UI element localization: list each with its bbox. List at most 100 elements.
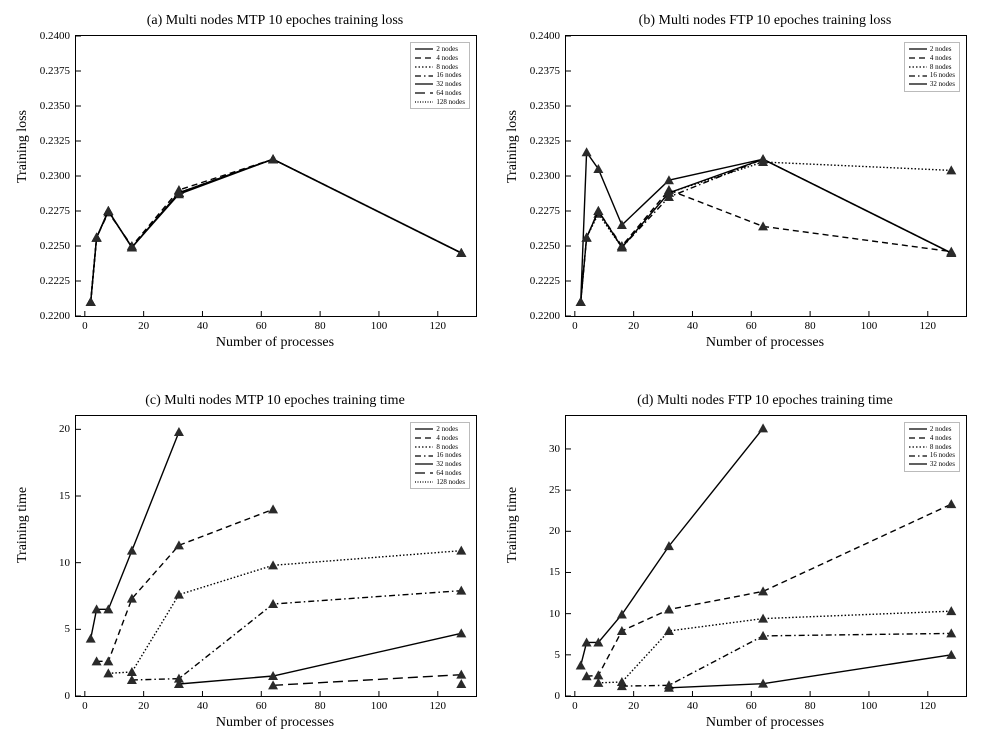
legend-label: 8 nodes [436,443,458,452]
series-marker [664,626,674,635]
series-marker [174,540,184,549]
ytick-label: 10 [510,608,560,620]
panel-a-ylabel: Training loss [15,167,31,183]
ytick-label: 0.2200 [510,310,560,322]
legend-item: 32 nodes [909,80,955,89]
ytick-label: 0.2200 [20,310,70,322]
series-marker [268,560,278,569]
panel-d-title: (d) Multi nodes FTP 10 epoches training … [565,393,965,409]
ytick-label: 15 [510,566,560,578]
ytick-label: 0.2225 [510,275,560,287]
legend-item: 128 nodes [415,478,465,487]
panel-a-legend: 2 nodes4 nodes8 nodes16 nodes32 nodes64 … [410,42,470,109]
legend-label: 2 nodes [930,425,952,434]
legend-label: 16 nodes [436,451,461,460]
series-line [97,509,273,661]
series-marker [86,634,96,643]
legend-swatch [909,425,927,433]
series-marker [86,297,96,306]
legend-item: 128 nodes [415,98,465,107]
series-marker [456,546,466,555]
series-marker [456,586,466,595]
legend-swatch [909,452,927,460]
legend-label: 16 nodes [436,71,461,80]
panel-a-plot: 0204060801001200.22000.22250.22500.22750… [75,35,477,317]
series-marker [946,499,956,508]
legend-item: 64 nodes [415,89,465,98]
legend-label: 8 nodes [930,63,952,72]
panel-d-ylabel: Training time [505,547,521,563]
series-line [108,551,461,674]
xtick-label: 120 [920,700,937,712]
series-line [132,591,461,680]
panel-a-xlabel: Number of processes [75,335,475,351]
series-marker [456,628,466,637]
series-marker [758,423,768,432]
xtick-label: 20 [138,320,149,332]
series-marker [946,165,956,174]
series-marker [103,206,113,215]
legend-item: 8 nodes [909,443,955,452]
legend-swatch [415,63,433,71]
series-marker [268,504,278,513]
ytick-label: 0.2400 [510,30,560,42]
xtick-label: 40 [687,320,698,332]
series-marker [456,248,466,257]
legend-item: 64 nodes [415,469,465,478]
xtick-label: 120 [430,320,447,332]
ytick-label: 0.2375 [510,65,560,77]
series-marker [127,546,137,555]
series-marker [456,679,466,688]
series-marker [103,656,113,665]
xtick-label: 100 [371,320,388,332]
ytick-label: 0.2400 [20,30,70,42]
series-marker [593,206,603,215]
xtick-label: 100 [371,700,388,712]
legend-swatch [415,45,433,53]
panel-c-xlabel: Number of processes [75,715,475,731]
panel-c-ylabel: Training time [15,547,31,563]
panel-c-plot: 020406080100120051015202 nodes4 nodes8 n… [75,415,477,697]
legend-item: 16 nodes [415,71,465,80]
xtick-label: 80 [315,320,326,332]
ytick-label: 0.2275 [510,205,560,217]
xtick-label: 0 [572,700,578,712]
legend-item: 2 nodes [415,425,465,434]
legend-label: 4 nodes [930,434,952,443]
ytick-label: 20 [20,423,70,435]
legend-item: 2 nodes [415,45,465,54]
legend-label: 8 nodes [436,63,458,72]
legend-swatch [909,63,927,71]
series-marker [758,631,768,640]
series-marker [758,154,768,163]
panel-a-title: (a) Multi nodes MTP 10 epoches training … [75,13,475,29]
series-marker [576,661,586,670]
panel-c-title: (c) Multi nodes MTP 10 epoches training … [75,393,475,409]
series-line [669,655,951,688]
legend-label: 32 nodes [436,460,461,469]
series-marker [92,233,102,242]
legend-label: 8 nodes [930,443,952,452]
xtick-label: 0 [82,320,88,332]
xtick-label: 80 [805,700,816,712]
legend-item: 8 nodes [415,63,465,72]
ytick-label: 30 [510,443,560,455]
series-line [598,611,951,683]
legend-swatch [909,54,927,62]
legend-swatch [415,98,433,106]
series-marker [174,427,184,436]
series-line [587,504,952,676]
legend-item: 32 nodes [909,460,955,469]
series-line [581,190,952,302]
ytick-label: 5 [20,623,70,635]
series-marker [268,154,278,163]
xtick-label: 120 [430,700,447,712]
legend-label: 32 nodes [436,80,461,89]
panel-b-xlabel: Number of processes [565,335,965,351]
panel-d-legend: 2 nodes4 nodes8 nodes16 nodes32 nodes [904,422,960,472]
figure: (a) Multi nodes MTP 10 epoches training … [0,0,1000,756]
legend-label: 64 nodes [436,89,461,98]
series-line [622,633,951,686]
xtick-label: 60 [256,700,267,712]
series-marker [758,221,768,230]
